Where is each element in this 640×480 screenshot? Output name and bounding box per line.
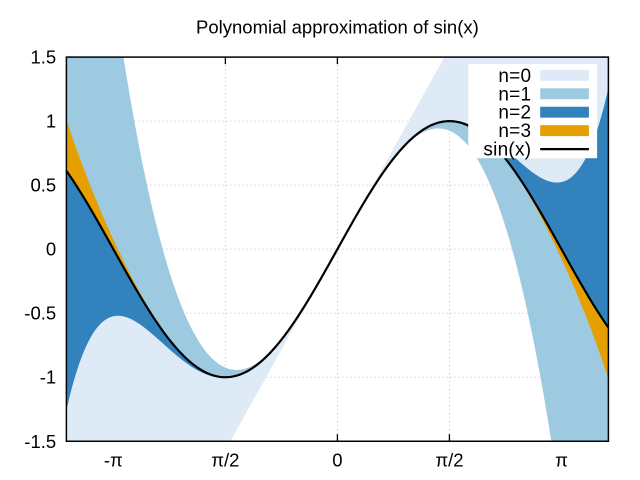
svg-text:π/2: π/2 (211, 450, 239, 471)
svg-text:-1: -1 (40, 367, 56, 388)
svg-text:-1.5: -1.5 (24, 431, 56, 452)
svg-text:n=3: n=3 (498, 121, 531, 142)
svg-text:-π: -π (104, 450, 123, 471)
svg-text:-0.5: -0.5 (24, 303, 56, 324)
svg-text:n=0: n=0 (498, 66, 531, 87)
svg-text:0: 0 (332, 450, 342, 471)
svg-text:n=2: n=2 (498, 103, 531, 124)
svg-text:π/2: π/2 (435, 450, 463, 471)
svg-text:n=1: n=1 (498, 84, 531, 105)
svg-text:π: π (555, 450, 568, 471)
svg-text:0: 0 (46, 239, 56, 260)
svg-text:1: 1 (46, 111, 56, 132)
svg-text:Polynomial approximation of si: Polynomial approximation of sin(x) (196, 17, 479, 38)
svg-text:0.5: 0.5 (30, 175, 56, 196)
svg-text:1.5: 1.5 (30, 47, 56, 68)
svg-text:sin(x): sin(x) (483, 140, 531, 161)
